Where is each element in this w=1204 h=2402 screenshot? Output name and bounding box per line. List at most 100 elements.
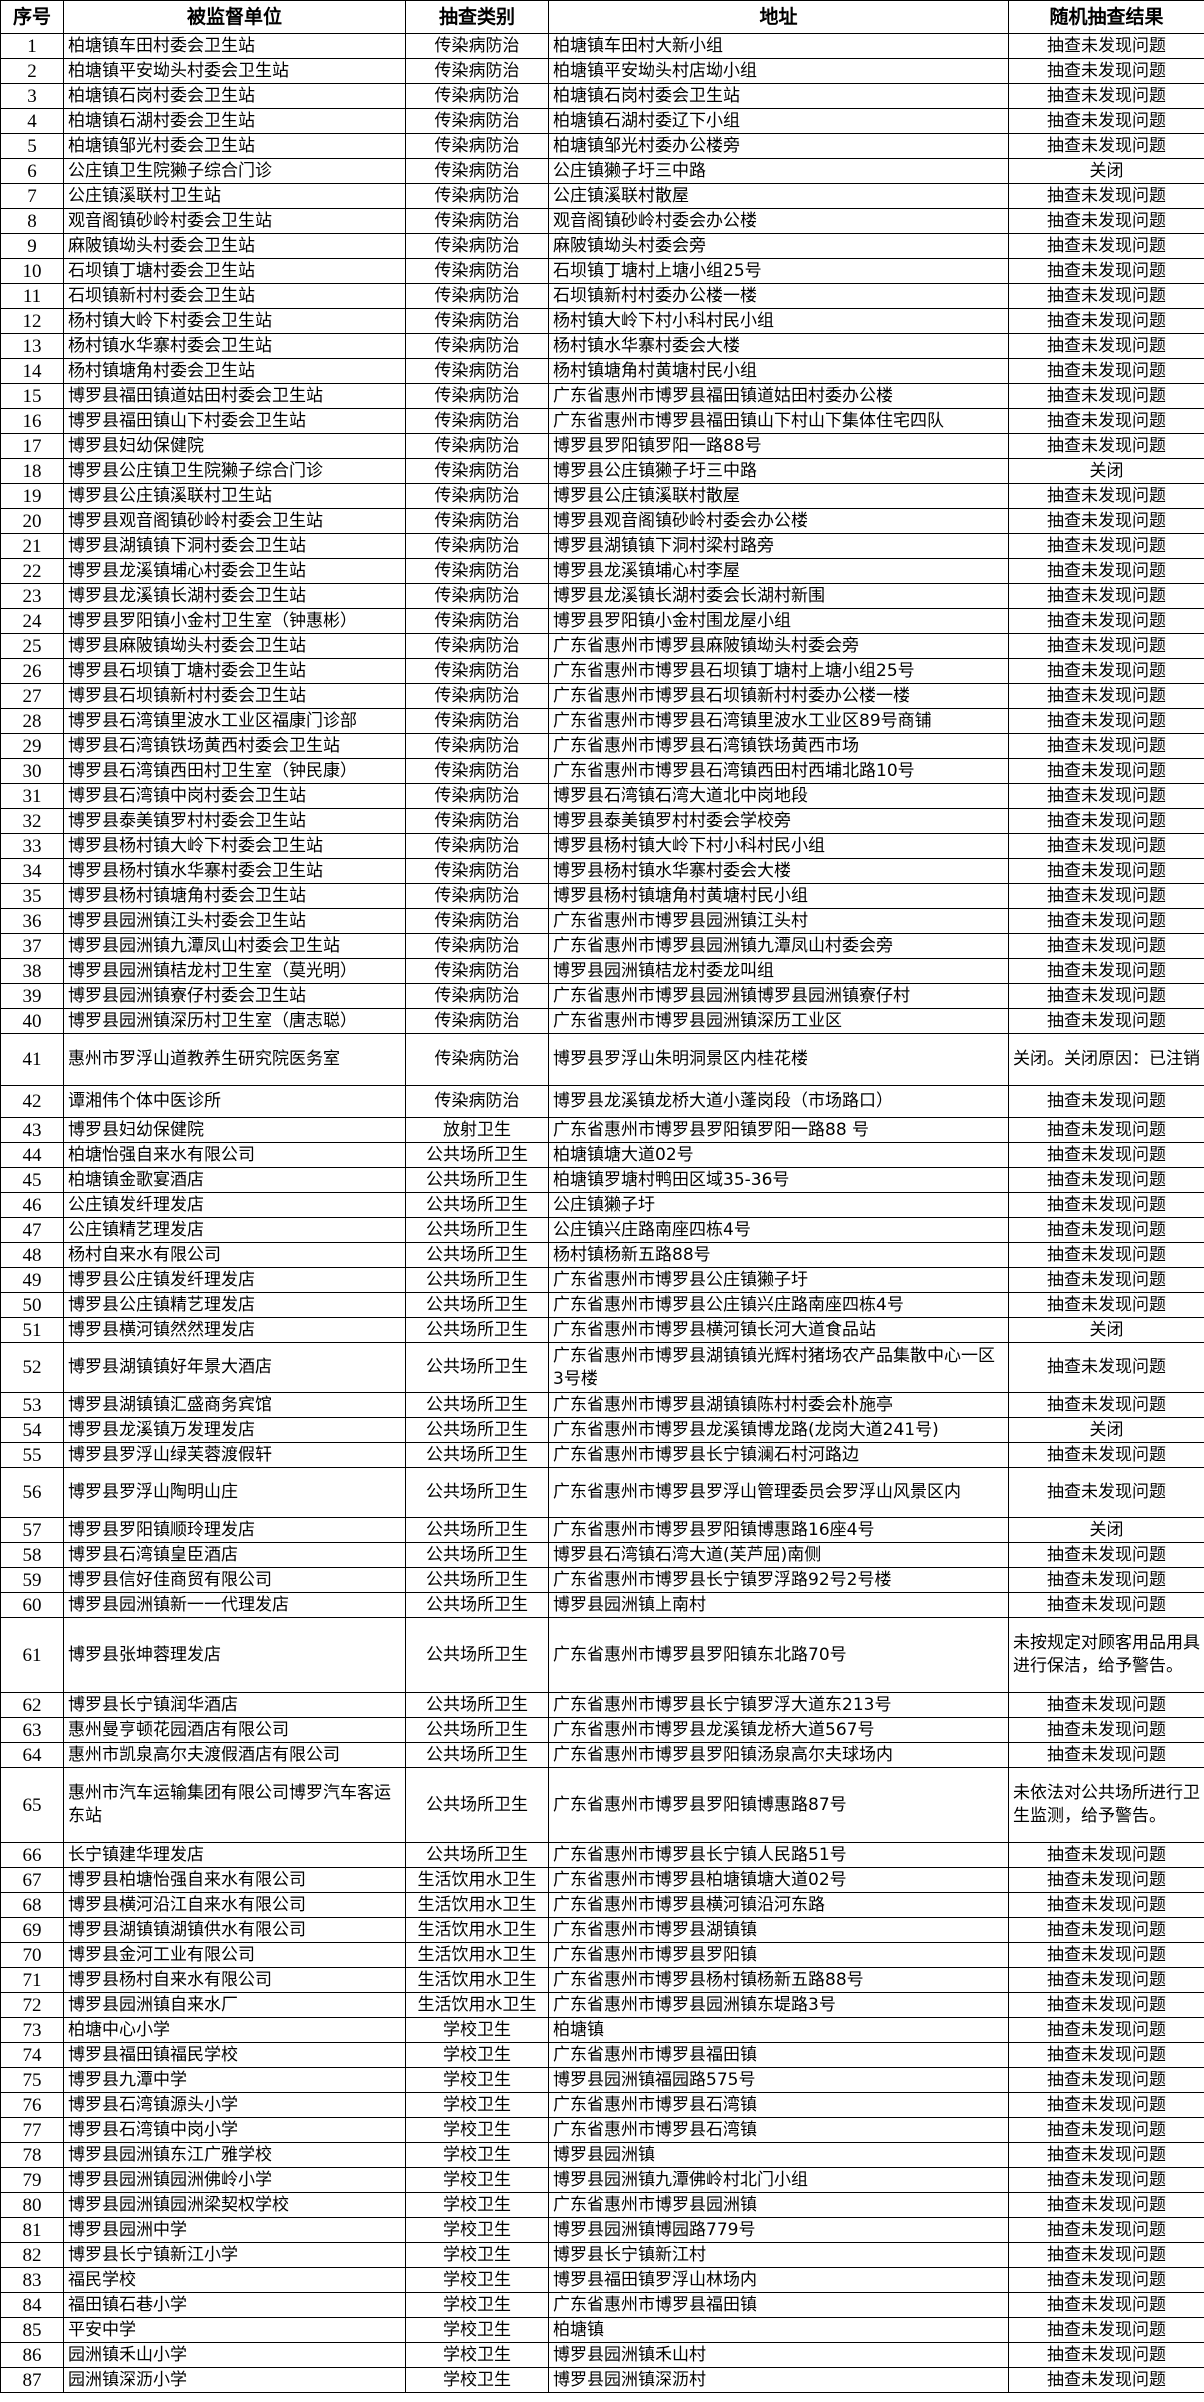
cell-address: 广东省惠州市博罗县石坝镇丁塘村上塘小组25号 [548, 658, 1009, 684]
cell-address: 柏塘镇邹光村委办公楼旁 [548, 133, 1009, 159]
cell-unit: 博罗县石湾镇中岗村委会卫生站 [63, 783, 406, 809]
cell-unit: 柏塘镇平安坳头村委会卫生站 [63, 58, 406, 84]
table-row: 38 博罗县园洲镇桔龙村卫生室（莫光明） 传染病防治 博罗县园洲镇桔龙村委龙叫组 抽查未… [0, 958, 1204, 984]
cell-category: 公共场所卫生 [405, 1267, 549, 1293]
cell-category: 传染病防治 [405, 183, 549, 209]
cell-result: 抽查未发现问题 [1008, 683, 1204, 709]
table-row: 71 博罗县杨村自来水有限公司 生活饮用水卫生 广东省惠州市博罗县杨村镇杨新五路88号… [0, 1967, 1204, 1993]
cell-serial-no: 2 [0, 58, 64, 84]
cell-unit: 石坝镇新村村委会卫生站 [63, 283, 406, 309]
cell-serial-no: 10 [0, 258, 64, 284]
cell-category: 传染病防治 [405, 458, 549, 484]
cell-result: 抽查未发现问题 [1008, 283, 1204, 309]
cell-address: 广东省惠州市博罗县长宁镇罗浮大道东213号 [548, 1692, 1009, 1718]
cell-category: 传染病防治 [405, 533, 549, 559]
cell-serial-no: 70 [0, 1942, 64, 1968]
cell-result: 关闭 [1008, 1517, 1204, 1543]
cell-result: 关闭 [1008, 1317, 1204, 1343]
cell-result: 抽查未发现问题 [1008, 1542, 1204, 1568]
cell-unit: 博罗县湖镇镇湖镇供水有限公司 [63, 1917, 406, 1943]
table-row: 52 博罗县湖镇镇好年景大酒店 公共场所卫生 广东省惠州市博罗县湖镇镇光辉村猪场农产品… [0, 1342, 1204, 1393]
cell-category: 学校卫生 [405, 2217, 549, 2243]
cell-category: 传染病防治 [405, 958, 549, 984]
cell-serial-no: 73 [0, 2017, 64, 2043]
cell-category: 传染病防治 [405, 208, 549, 234]
cell-serial-no: 50 [0, 1292, 64, 1318]
cell-category: 学校卫生 [405, 2017, 549, 2043]
cell-category: 公共场所卫生 [405, 1592, 549, 1618]
cell-address: 广东省惠州市博罗县湖镇镇陈村村委会朴施亭 [548, 1392, 1009, 1418]
cell-address: 博罗县石湾镇石湾大道北中岗地段 [548, 783, 1009, 809]
cell-unit: 园洲镇深沥小学 [63, 2367, 406, 2393]
table-row: 53 博罗县湖镇镇汇盛商务宾馆 公共场所卫生 广东省惠州市博罗县湖镇镇陈村村委会朴施亭… [0, 1392, 1204, 1418]
cell-result: 抽查未发现问题 [1008, 1442, 1204, 1468]
cell-address: 广东省惠州市博罗县罗阳镇博惠路16座4号 [548, 1517, 1009, 1543]
cell-result: 抽查未发现问题 [1008, 2192, 1204, 2218]
cell-address: 柏塘镇 [548, 2017, 1009, 2043]
cell-unit: 平安中学 [63, 2317, 406, 2343]
table-row: 47 公庄镇精艺理发店 公共场所卫生 公庄镇兴庄路南座四栋4号 抽查未发现问题 [0, 1217, 1204, 1243]
cell-serial-no: 61 [0, 1617, 64, 1693]
cell-result: 抽查未发现问题 [1008, 1717, 1204, 1743]
cell-category: 传染病防治 [405, 333, 549, 359]
cell-result: 抽查未发现问题 [1008, 1117, 1204, 1143]
cell-category: 生活饮用水卫生 [405, 1867, 549, 1893]
cell-serial-no: 55 [0, 1442, 64, 1468]
table-row: 60 博罗县园洲镇新一一代理发店 公共场所卫生 博罗县园洲镇上南村 抽查未发现问题 [0, 1592, 1204, 1618]
cell-category: 传染病防治 [405, 483, 549, 509]
cell-address: 广东省惠州市博罗县横河镇长河大道食品站 [548, 1317, 1009, 1343]
cell-address: 广东省惠州市博罗县罗阳镇博惠路87号 [548, 1767, 1009, 1843]
cell-category: 传染病防治 [405, 433, 549, 459]
cell-address: 博罗县杨村镇塘角村黄塘村民小组 [548, 883, 1009, 909]
cell-result: 抽查未发现问题 [1008, 2067, 1204, 2093]
cell-result: 抽查未发现问题 [1008, 508, 1204, 534]
cell-serial-no: 53 [0, 1392, 64, 1418]
cell-address: 博罗县龙溪镇长湖村委会长湖村新围 [548, 583, 1009, 609]
cell-address: 博罗县泰美镇罗村村委会学校旁 [548, 808, 1009, 834]
cell-result: 抽查未发现问题 [1008, 2367, 1204, 2393]
cell-address: 博罗县杨村镇水华寨村委会大楼 [548, 858, 1009, 884]
cell-serial-no: 80 [0, 2192, 64, 2218]
table-row: 59 博罗县信好佳商贸有限公司 公共场所卫生 广东省惠州市博罗县长宁镇罗浮路92号2号… [0, 1567, 1204, 1593]
cell-serial-no: 68 [0, 1892, 64, 1918]
cell-category: 公共场所卫生 [405, 1242, 549, 1268]
cell-address: 广东省惠州市博罗县石湾镇铁场黄西市场 [548, 733, 1009, 759]
cell-result: 抽查未发现问题 [1008, 958, 1204, 984]
cell-result: 抽查未发现问题 [1008, 2142, 1204, 2168]
cell-category: 学校卫生 [405, 2267, 549, 2293]
cell-address: 博罗县长宁镇新江村 [548, 2242, 1009, 2268]
cell-unit: 博罗县罗浮山绿芙蓉渡假轩 [63, 1442, 406, 1468]
cell-result: 抽查未发现问题 [1008, 858, 1204, 884]
cell-serial-no: 29 [0, 733, 64, 759]
cell-category: 传染病防治 [405, 383, 549, 409]
cell-unit: 公庄镇卫生院獭子综合门诊 [63, 158, 406, 184]
cell-result: 抽查未发现问题 [1008, 1967, 1204, 1993]
table-row: 8 观音阁镇砂岭村委会卫生站 传染病防治 观音阁镇砂岭村委会办公楼 抽查未发现问题 [0, 208, 1204, 234]
cell-unit: 博罗县湖镇镇汇盛商务宾馆 [63, 1392, 406, 1418]
cell-result: 抽查未发现问题 [1008, 2267, 1204, 2293]
cell-serial-no: 42 [0, 1085, 64, 1118]
cell-address: 广东省惠州市博罗县园洲镇东堤路3号 [548, 1992, 1009, 2018]
table-row: 64 惠州市凯泉高尔夫渡假酒店有限公司 公共场所卫生 广东省惠州市博罗县罗阳镇汤泉高尔… [0, 1742, 1204, 1768]
cell-result: 抽查未发现问题 [1008, 1242, 1204, 1268]
cell-category: 传染病防治 [405, 158, 549, 184]
cell-category: 公共场所卫生 [405, 1392, 549, 1418]
cell-result: 抽查未发现问题 [1008, 1842, 1204, 1868]
cell-category: 传染病防治 [405, 283, 549, 309]
cell-category: 传染病防治 [405, 983, 549, 1009]
cell-serial-no: 52 [0, 1342, 64, 1393]
cell-serial-no: 45 [0, 1167, 64, 1193]
table-row: 12 杨村镇大岭下村委会卫生站 传染病防治 杨村镇大岭下村小科村民小组 抽查未发现问题 [0, 308, 1204, 334]
table-row: 17 博罗县妇幼保健院 传染病防治 博罗县罗阳镇罗阳一路88号 抽查未发现问题 [0, 433, 1204, 459]
cell-category: 生活饮用水卫生 [405, 1967, 549, 1993]
cell-category: 传染病防治 [405, 58, 549, 84]
cell-address: 博罗县福田镇罗浮山林场内 [548, 2267, 1009, 2293]
cell-result: 抽查未发现问题 [1008, 658, 1204, 684]
cell-category: 公共场所卫生 [405, 1842, 549, 1868]
table-row: 35 博罗县杨村镇塘角村委会卫生站 传染病防治 博罗县杨村镇塘角村黄塘村民小组 抽查未发… [0, 883, 1204, 909]
cell-unit: 博罗县园洲镇东江广雅学校 [63, 2142, 406, 2168]
cell-category: 学校卫生 [405, 2117, 549, 2143]
cell-category: 传染病防治 [405, 408, 549, 434]
cell-unit: 博罗县观音阁镇砂岭村委会卫生站 [63, 508, 406, 534]
cell-address: 博罗县杨村镇大岭下村小科村民小组 [548, 833, 1009, 859]
